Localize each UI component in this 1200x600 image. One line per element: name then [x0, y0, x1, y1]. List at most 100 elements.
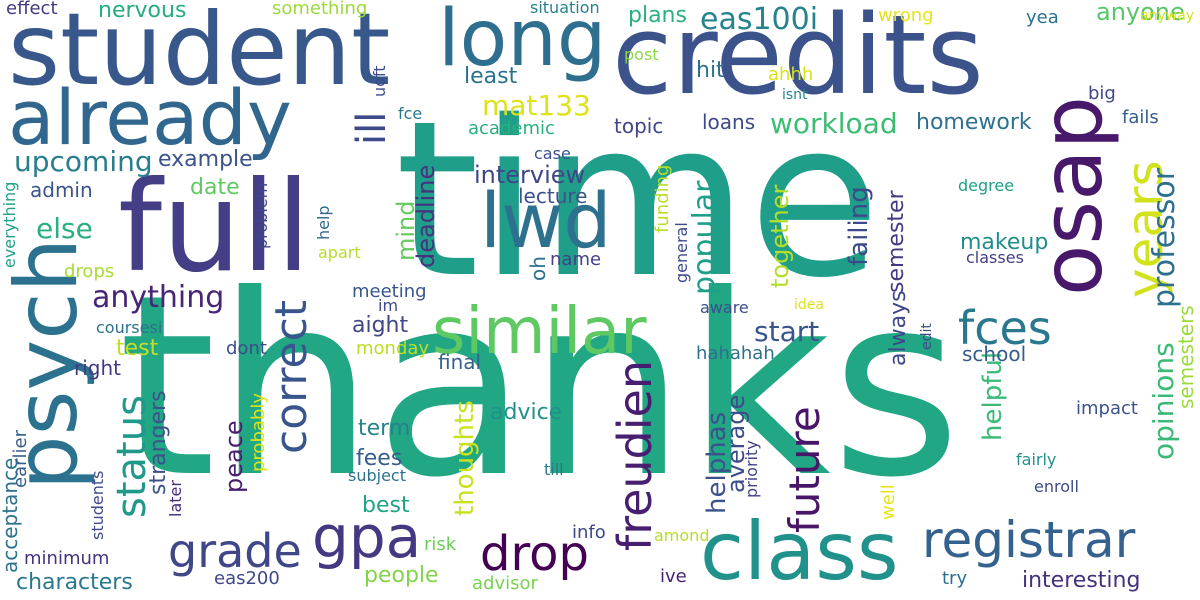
word-ill: ill: [349, 111, 395, 145]
word-probably: probably: [248, 393, 269, 472]
word-help: help: [314, 205, 333, 240]
word-full: full: [118, 155, 311, 300]
word-fees: fees: [356, 446, 403, 471]
word-test: test: [116, 336, 159, 361]
word-apart: apart: [318, 243, 361, 262]
word-impact: impact: [1076, 398, 1138, 419]
word-gpa: gpa: [312, 503, 422, 571]
word-thanks: thanks: [118, 241, 962, 532]
word-eas200: eas200: [214, 568, 280, 589]
word-osap: osap: [1023, 96, 1121, 296]
word-effect: effect: [6, 0, 58, 19]
word-ahhh: ahhh: [768, 64, 814, 85]
word-long: long: [438, 0, 607, 84]
word-students: students: [88, 470, 107, 541]
word-post: post: [624, 45, 659, 64]
word-amond: amond: [654, 526, 710, 545]
word-name: name: [550, 249, 602, 270]
word-future: future: [780, 406, 829, 533]
word-anything: anything: [92, 280, 225, 315]
word-monday: monday: [356, 338, 430, 359]
word-advice: advice: [490, 400, 563, 425]
word-anyway: anyway: [1140, 8, 1195, 24]
word-upcoming: upcoming: [14, 145, 153, 178]
word-drops: drops: [64, 261, 115, 282]
word-professor: professor: [1147, 167, 1182, 308]
word-plans: plans: [628, 3, 687, 28]
word-uoft: uoft: [370, 65, 389, 97]
word-case: case: [534, 144, 571, 163]
word-fails: fails: [1122, 107, 1159, 128]
word-minimum: minimum: [24, 548, 110, 569]
word-school: school: [962, 342, 1027, 366]
word-date: date: [190, 175, 240, 200]
word-enroll: enroll: [1034, 477, 1079, 496]
word-start: start: [754, 315, 820, 348]
word-credits: credits: [612, 0, 984, 119]
word-degree: degree: [958, 176, 1015, 195]
word-deadline: deadline: [412, 164, 440, 268]
word-later: later: [166, 480, 185, 517]
word-characters: characters: [16, 570, 133, 595]
word-priority: priority: [742, 440, 761, 498]
word-nervous: nervous: [98, 0, 187, 23]
word-funding: funding: [652, 164, 673, 233]
word-aight: aight: [352, 313, 409, 338]
word-time: time: [395, 74, 881, 325]
word-isnt: isnt: [782, 87, 808, 103]
word-try: try: [942, 568, 968, 589]
word-oh: oh: [526, 256, 550, 281]
word-makeup: makeup: [960, 230, 1049, 255]
word-term: term: [358, 416, 411, 441]
word-meeting: meeting: [352, 281, 427, 302]
word-registrar: registrar: [922, 511, 1136, 569]
word-problem: problem: [252, 182, 271, 249]
word-fces: fces: [958, 301, 1052, 355]
word-workload: workload: [770, 107, 898, 140]
word-admin: admin: [30, 178, 93, 202]
word-big: big: [1088, 83, 1116, 104]
word-yea: yea: [1026, 7, 1059, 28]
word-interesting: interesting: [1022, 568, 1141, 593]
word-hahahah: hahahah: [696, 343, 775, 364]
word-aware: aware: [700, 298, 749, 317]
word-semesters: semesters: [1174, 305, 1198, 409]
word-classes: classes: [966, 248, 1024, 267]
word-coursesi: coursesi: [96, 318, 163, 337]
word-else: else: [36, 212, 93, 245]
word-thoughts: thoughts: [450, 400, 480, 516]
word-already: already: [8, 73, 292, 162]
word-fce: fce: [398, 104, 423, 123]
word-idea: idea: [794, 297, 824, 313]
word-least: least: [464, 64, 518, 89]
word-interview: interview: [474, 161, 586, 189]
word-advisor: advisor: [472, 573, 538, 594]
word-loans: loans: [702, 110, 756, 134]
word-lecture: lecture: [518, 184, 588, 208]
word-class: class: [700, 505, 899, 598]
word-lwd: lwd: [480, 176, 612, 265]
word-people: people: [364, 563, 439, 588]
word-everything: everything: [0, 181, 19, 268]
word-risk: risk: [424, 534, 457, 555]
word-student: student: [8, 0, 391, 108]
word-well: well: [878, 484, 899, 520]
word-something: something: [272, 0, 368, 19]
word-dont: dont: [226, 338, 267, 359]
word-edit: edit: [919, 323, 935, 350]
word-grade: grade: [168, 524, 302, 578]
word-subject: subject: [348, 466, 406, 485]
word-right: right: [74, 356, 121, 380]
word-popular: popular: [687, 180, 722, 295]
word-correct: correct: [266, 299, 317, 454]
word-homework: homework: [916, 110, 1032, 135]
word-topic: topic: [614, 114, 664, 138]
word-general: general: [672, 222, 691, 283]
word-semester: semester: [884, 190, 909, 293]
word-together: together: [766, 184, 794, 288]
word-anyone: anyone: [1096, 0, 1185, 26]
word-similar: similar: [432, 295, 647, 369]
word-till: till: [544, 460, 564, 479]
word-drop: drop: [480, 526, 589, 582]
